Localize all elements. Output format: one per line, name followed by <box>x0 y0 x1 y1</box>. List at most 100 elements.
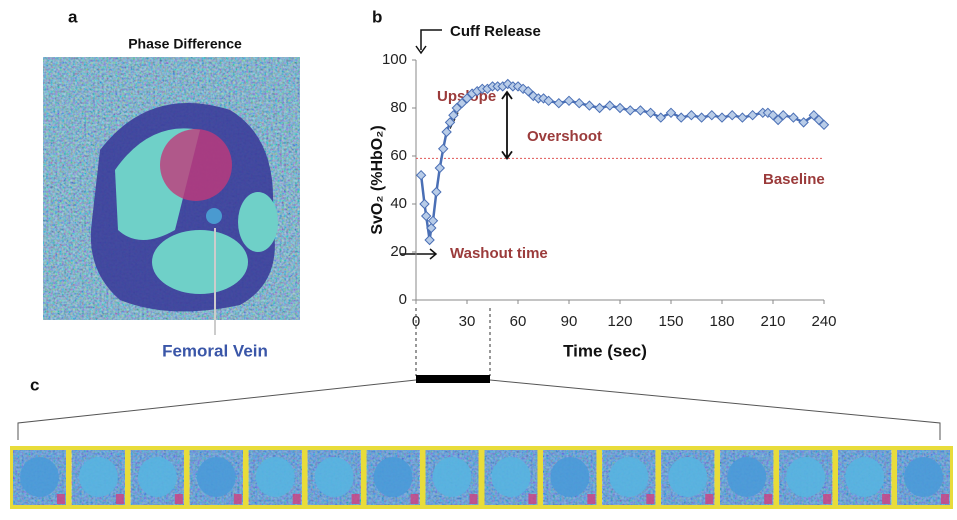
panel-label: c <box>30 375 39 394</box>
x-tick-label: 90 <box>561 313 578 330</box>
x-axis-label: Time (sec) <box>563 341 647 360</box>
thumbnail-corner <box>528 494 537 504</box>
data-point <box>448 109 459 121</box>
data-point <box>424 234 435 246</box>
y-tick-label: 60 <box>390 147 407 164</box>
data-point <box>522 85 534 97</box>
data-point <box>747 109 758 121</box>
data-point <box>419 198 430 210</box>
data-point <box>624 105 636 116</box>
data-point <box>594 102 605 114</box>
data-point <box>553 97 565 109</box>
y-tick-label: 40 <box>390 195 407 212</box>
annotation-arrow <box>420 29 442 50</box>
data-point <box>573 97 585 109</box>
thumbnail-vein <box>314 457 354 497</box>
data-point <box>441 126 452 138</box>
data-point <box>788 112 799 123</box>
x-tick-label: 210 <box>760 313 785 330</box>
image-title: Phase Difference <box>128 36 242 52</box>
thumbnail-vein <box>432 457 472 497</box>
data-point <box>444 117 456 128</box>
data-point <box>451 102 463 114</box>
upslope-line <box>446 104 463 136</box>
thumbnail-vein <box>550 457 590 497</box>
data-point <box>772 114 784 126</box>
data-point <box>635 105 646 116</box>
thumbnail-vein <box>786 457 826 497</box>
thumbnail-vein <box>491 457 531 497</box>
data-point <box>818 119 830 131</box>
thumbnail-corner <box>705 494 714 504</box>
thumbnail-vein <box>373 457 413 497</box>
thumbnail-vein <box>904 457 943 497</box>
y-axis-label: SvO₂ (%HbO₂) <box>369 125 386 234</box>
data-point <box>543 95 554 107</box>
thumbnail-corner <box>351 494 360 504</box>
annotation-arrow <box>415 45 427 55</box>
x-tick-label: 180 <box>709 313 734 330</box>
data-point <box>675 112 687 123</box>
data-point <box>563 95 575 107</box>
thumbnail-corner <box>764 494 773 504</box>
thumbnail-corner <box>115 494 124 504</box>
data-point <box>767 109 779 121</box>
data-point <box>655 112 667 123</box>
data-point <box>614 102 626 114</box>
x-tick-label: 30 <box>459 313 476 330</box>
data-point <box>686 109 697 121</box>
thumbnail-corner <box>823 494 832 504</box>
thumbnail-corner <box>587 494 596 504</box>
data-point <box>427 215 439 227</box>
y-tick-label: 20 <box>390 243 407 260</box>
thumbnail-corner <box>469 494 478 504</box>
thumbnail-corner <box>292 494 301 504</box>
data-point <box>456 97 468 109</box>
annotation: Washout time <box>450 245 548 262</box>
overshoot-arrow <box>501 90 513 160</box>
x-tick-label: 60 <box>510 313 527 330</box>
data-point <box>706 109 718 121</box>
data-point <box>415 169 427 181</box>
annotation: Baseline <box>763 171 825 188</box>
data-point <box>434 162 446 174</box>
x-tick-label: 240 <box>811 313 836 330</box>
data-point <box>426 222 437 234</box>
y-tick-label: 100 <box>382 51 407 68</box>
thumbnail-corner <box>941 494 949 504</box>
thumbnail-vein <box>668 457 708 497</box>
data-point <box>604 100 616 111</box>
data-point <box>461 93 473 104</box>
thumbnail-corner <box>233 494 242 504</box>
data-point <box>420 210 432 222</box>
annotation-arrow <box>400 248 438 260</box>
thumbnail-vein <box>137 457 177 497</box>
data-point <box>777 109 789 121</box>
panel-label: a <box>68 7 78 26</box>
thumbnail-vein <box>609 457 649 497</box>
data-point <box>726 109 738 121</box>
panel-label: b <box>372 7 382 26</box>
thumbnail-corner <box>646 494 655 504</box>
image-strip <box>10 446 953 509</box>
data-point <box>665 107 677 119</box>
phase-image <box>43 57 300 320</box>
y-tick-label: 0 <box>399 291 407 308</box>
data-point <box>584 100 595 111</box>
data-point <box>798 117 809 128</box>
x-tick-label: 120 <box>607 313 632 330</box>
data-point <box>716 112 728 123</box>
thumbnail-vein <box>845 457 885 497</box>
data-point <box>813 114 825 126</box>
y-tick-label: 80 <box>390 99 407 116</box>
data-point <box>645 107 656 119</box>
thumbnail-vein <box>20 457 59 497</box>
thumbnail-corner <box>174 494 183 504</box>
thumbnail-corner <box>882 494 891 504</box>
zoom-guides <box>17 308 941 440</box>
data-point <box>808 109 820 121</box>
data-point <box>737 112 748 123</box>
thumbnail-vein <box>196 457 236 497</box>
